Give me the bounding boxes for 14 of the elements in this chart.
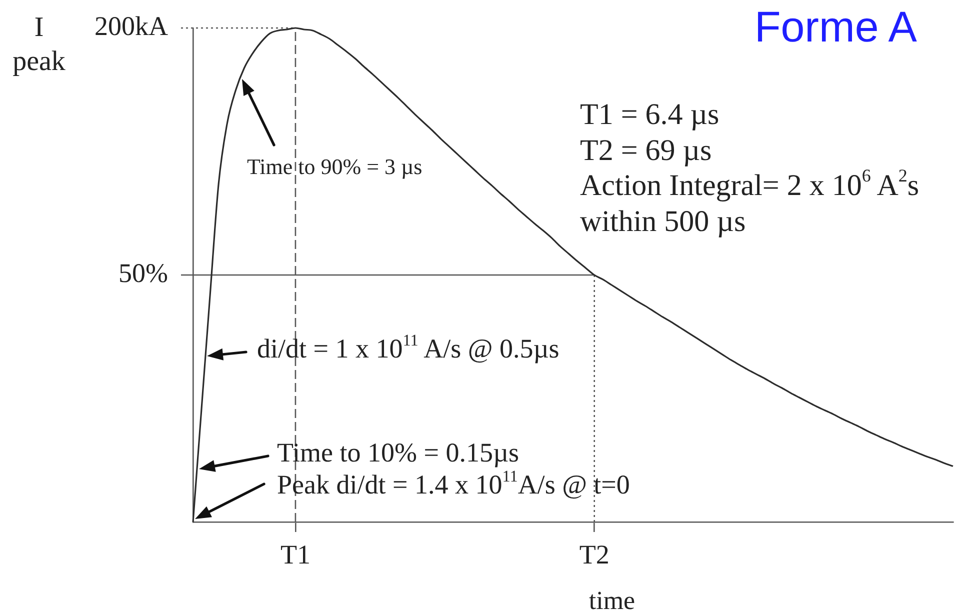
chart-title: Forme A — [754, 4, 917, 52]
ref-line-label: 50% — [118, 258, 168, 288]
annotation: Time to 10% = 0.15µs — [277, 438, 520, 468]
annotation: Time to 90% = 3 µs — [247, 154, 422, 179]
ref-line-label: 200kA — [94, 11, 168, 42]
x-axis-title: time — [588, 586, 636, 613]
annotation: Action Integral= 2 x 10$^{6}$ A$^{2}$s — [580, 166, 920, 202]
x-tick-label: T2 — [579, 539, 610, 570]
annotation: Peak di/dt = 1.4 x 10$^{11}$A/s @ t=0 — [277, 467, 630, 500]
annotation: T1 = 6.4 µs — [580, 98, 720, 131]
annotation: T2 = 69 µs — [580, 134, 712, 166]
annotation: within 500 µs — [580, 204, 746, 238]
x-tick-label: T1 — [280, 539, 310, 570]
annotation: di/dt = 1 x 10$^{11}$ A/s @ 0.5µs — [257, 331, 560, 364]
